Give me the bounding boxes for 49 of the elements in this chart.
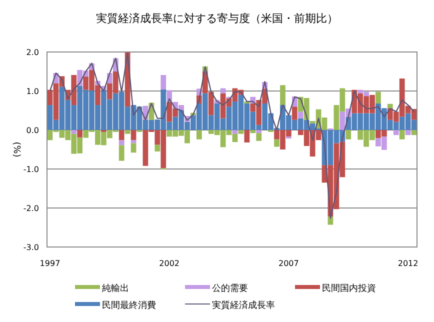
bar [130, 143, 136, 153]
y-tick-label: 1.0 [26, 87, 39, 96]
x-tick-label: 2002 [159, 259, 180, 268]
bar [387, 104, 393, 108]
bar [393, 130, 399, 136]
bar [280, 85, 286, 106]
bar [160, 75, 166, 90]
bar [71, 130, 77, 134]
bar [118, 130, 124, 140]
bar [220, 88, 226, 94]
bar [196, 130, 202, 140]
x-tick-label: 2007 [278, 259, 299, 268]
bar [232, 130, 238, 134]
legend-label: 民間国内投資 [322, 283, 376, 294]
bar [328, 216, 334, 225]
bar [124, 130, 130, 134]
bar [256, 130, 262, 134]
bar [238, 130, 244, 134]
y-axis-title: (%) [11, 142, 21, 158]
chart-title: 実質経済成長率に対する寄与度（米国・前期比） [96, 12, 338, 25]
bar [292, 106, 298, 120]
legend-label: 純輸出 [102, 283, 129, 294]
line-series [49, 52, 415, 219]
bar [244, 130, 250, 142]
bar [411, 130, 417, 136]
x-tick-label: 2012 [398, 259, 418, 268]
legend-label: 公的需要 [212, 283, 248, 294]
legend-label: 民間最終消費 [102, 300, 156, 311]
y-tick-label: -1.0 [23, 165, 39, 174]
bar [77, 130, 83, 138]
bar [298, 112, 304, 118]
bar [130, 140, 136, 144]
legend-label: 実質経済成長率 [212, 300, 275, 311]
bar [376, 92, 381, 104]
bar [399, 130, 405, 140]
y-tick-label: 0.0 [26, 126, 39, 135]
bar [274, 139, 280, 147]
bar [256, 133, 262, 141]
bar [405, 130, 411, 136]
bar [346, 130, 352, 140]
bar [118, 140, 124, 146]
y-tick-label: -3.0 [23, 243, 39, 252]
x-tick-label: 1997 [40, 259, 60, 268]
bar [250, 130, 256, 134]
y-tick-label: 2.0 [26, 48, 39, 57]
y-tick-label: -2.0 [23, 204, 39, 213]
bar [130, 130, 136, 140]
bar [118, 145, 124, 161]
bar [154, 144, 160, 152]
